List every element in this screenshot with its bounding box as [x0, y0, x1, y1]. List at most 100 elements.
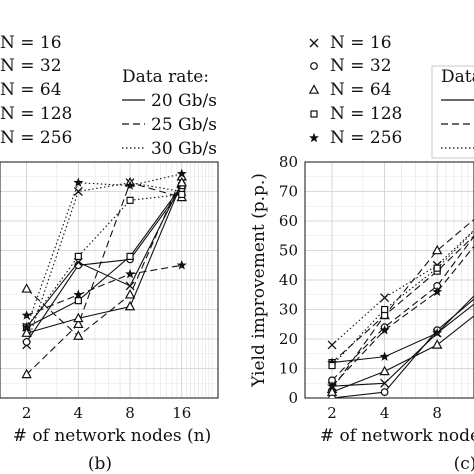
- x-tick-label: 8: [432, 404, 442, 422]
- data-point-s2-p1: [73, 330, 84, 340]
- legend-label: N = 256: [330, 128, 402, 148]
- data-point-s4-p1: [73, 289, 84, 299]
- data-point-s2-p2: [431, 244, 443, 255]
- series-line-3: [331, 235, 474, 364]
- data-point-s3-p1: [381, 311, 389, 319]
- data-point-s6-p0: [21, 368, 32, 379]
- data-point-s0-p1-stroke-b: [73, 187, 83, 196]
- series-line-9: [26, 182, 183, 334]
- data-point-s0-p0-stroke-b: [327, 340, 337, 350]
- legend-left: N = 16 N = 32 N = 64 N = 128 N = 256 Data rat…: [0, 33, 217, 159]
- y-tick-label: 40: [279, 271, 298, 289]
- data-point-s7-p1: [74, 252, 82, 260]
- legend-marker-x: [309, 38, 319, 48]
- data-point-s7-p1: [381, 305, 389, 314]
- legend-label: N = 32: [330, 56, 392, 76]
- series-line-8: [26, 173, 182, 328]
- data-point-s6-p1: [379, 365, 390, 376]
- x-axis-label: # of network node: [320, 426, 474, 446]
- data-point-s4-p0: [21, 310, 32, 320]
- series-line-9: [331, 303, 474, 387]
- data-point-s5-p2-stroke-b: [125, 281, 135, 291]
- series-group: [326, 218, 474, 398]
- data-point-s8-p3: [176, 168, 187, 179]
- datarate-label: 25 Gb/s: [151, 115, 217, 135]
- datarate-label: 20 Gb/s: [151, 91, 217, 111]
- datarate-title: Data: [441, 67, 474, 87]
- datarate-title: Data rate:: [122, 67, 209, 87]
- x-tick-label: 2: [327, 404, 337, 422]
- data-point-s2-p0: [21, 283, 32, 293]
- data-point-s4-p1: [379, 351, 390, 361]
- panel-label: (c): [454, 454, 474, 474]
- series-line-1: [331, 298, 474, 398]
- data-point-s6-p1: [73, 318, 84, 329]
- data-point-s6-p2: [431, 339, 443, 349]
- data-point-s5-p2: [125, 281, 135, 291]
- legend-marker-star: [309, 132, 319, 143]
- legend-marker-o: [310, 62, 318, 70]
- chart-panel-b: 2 4 8 16 # of network nodes (n) (b): [0, 161, 219, 474]
- data-point-s1-p1: [380, 388, 389, 397]
- data-point-s7-p2: [126, 196, 134, 204]
- series-line-3: [26, 185, 183, 328]
- x-tick-label: 4: [380, 404, 390, 422]
- data-point-s2-p2: [124, 288, 136, 299]
- series-line-6: [26, 182, 182, 375]
- x-tick-label: 8: [125, 404, 135, 422]
- data-point-s6-p0: [326, 386, 338, 396]
- data-point-s9-p2: [124, 300, 136, 311]
- legend-marker-x-stroke-b: [309, 38, 319, 48]
- data-point-s9-p0: [21, 327, 32, 337]
- legend-label: N = 64: [0, 80, 62, 100]
- legend-marker-triangle: [308, 84, 320, 94]
- series-line-1: [26, 188, 183, 343]
- x-tick-label: 2: [22, 404, 32, 422]
- y-tick-label: 50: [279, 242, 298, 260]
- series-line-8: [331, 245, 474, 387]
- data-point-s9-p1: [380, 378, 390, 388]
- x-tick-label: 4: [74, 404, 84, 422]
- data-point-s7-p0: [328, 361, 336, 370]
- data-point-s9-p0-stroke-b: [327, 381, 337, 391]
- datarate-box: [431, 65, 474, 159]
- series-line-2: [331, 218, 474, 390]
- data-point-s8-p1: [73, 177, 84, 187]
- legend-marker-square: [310, 110, 318, 118]
- x-tick-label: 16: [172, 404, 191, 422]
- legend-label: N = 256: [0, 128, 72, 148]
- legend-label: N = 64: [330, 80, 392, 100]
- y-tick-label: 0: [288, 389, 298, 407]
- legend-right: N = 16 N = 32 N = 64 N = 128 N = 256 Data: [308, 33, 474, 159]
- data-point-s3-p2: [126, 252, 134, 260]
- series-line-0: [26, 182, 182, 346]
- data-point-s4-p2: [125, 268, 135, 279]
- data-point-s0-p1: [73, 187, 83, 196]
- y-tick-label: 30: [279, 301, 298, 319]
- datarate-label: 30 Gb/s: [151, 139, 217, 159]
- plot-frame: [0, 161, 219, 399]
- data-point-s8-p2: [432, 286, 443, 297]
- data-point-s9-p2-stroke-b: [432, 328, 442, 338]
- data-point-s0-p1-stroke-b: [380, 293, 390, 303]
- y-tick-label: 20: [279, 330, 298, 348]
- data-point-s9-p0: [327, 381, 337, 391]
- data-point-s9-p1: [73, 312, 84, 323]
- data-point-s8-p2: [125, 180, 135, 190]
- data-point-s8-p0: [21, 322, 32, 332]
- data-point-s8-p1: [379, 324, 390, 335]
- x-axis-label: # of network nodes (n): [13, 426, 212, 446]
- data-point-s9-p2: [432, 328, 442, 338]
- series-line-7: [331, 230, 474, 366]
- data-point-s1-p0: [22, 338, 31, 346]
- series-line-2: [26, 176, 183, 337]
- plot-frame: [304, 161, 474, 399]
- series-line-4: [26, 264, 182, 316]
- legend-label: N = 32: [0, 56, 62, 76]
- legend-label: N = 128: [0, 104, 72, 124]
- series-group: [21, 168, 187, 379]
- series-line-0: [331, 229, 474, 346]
- data-point-s3-p1: [74, 297, 82, 305]
- y-tick-label: 80: [279, 153, 298, 171]
